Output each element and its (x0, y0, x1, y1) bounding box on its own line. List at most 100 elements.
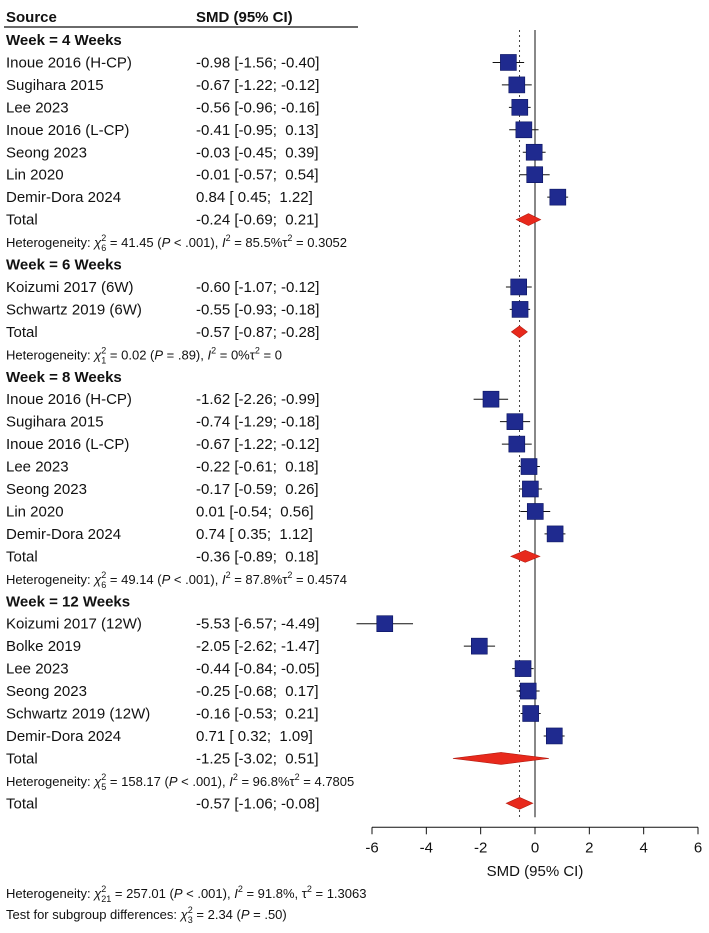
effect-square (546, 525, 564, 543)
effect-square (520, 458, 538, 475)
effect-square (511, 99, 529, 116)
study-ci-text: -0.01 [-0.57; 0.54] (196, 167, 319, 184)
study-name: Sugihara 2015 (6, 414, 104, 431)
effect-square (376, 615, 394, 633)
effect-square (515, 121, 533, 139)
study-name: Seong 2023 (6, 144, 87, 161)
effect-square (549, 188, 567, 206)
header-effect: SMD (95% CI) (196, 9, 293, 26)
overall-heterogeneity: Heterogeneity: χ2 21 = 257.01 (P < .001),… (6, 884, 366, 904)
study-name: Lee 2023 (6, 459, 69, 476)
study-name: Schwartz 2019 (12W) (6, 706, 150, 723)
subgroup-heterogeneity: Heterogeneity: χ2 6 = 41.45 (P < .001), I… (6, 233, 347, 253)
study-ci-text: 0.01 [-0.54; 0.56] (196, 503, 314, 520)
study-name: Demir-Dora 2024 (6, 526, 121, 543)
subgroup-heterogeneity: Heterogeneity: χ2 1 = 0.02 (P = .89), I2 … (6, 345, 282, 365)
header-source: Source (6, 9, 57, 26)
study-ci-text: -0.98 [-1.56; -0.40] (196, 54, 319, 71)
effect-square (525, 143, 543, 161)
group-label: Week = 4 Weeks (6, 32, 122, 49)
effect-square (526, 503, 544, 520)
subgroup-total-label: Total (6, 212, 38, 229)
study-ci-text: -0.03 [-0.45; 0.39] (196, 144, 319, 161)
study-name: Lin 2020 (6, 503, 64, 520)
study-name: Koizumi 2017 (6W) (6, 279, 134, 296)
study-name: Inoue 2016 (L-CP) (6, 122, 129, 139)
study-ci-text: -5.53 [-6.57; -4.49] (196, 616, 319, 633)
effect-square (522, 480, 539, 498)
study-ci-text: -0.67 [-1.22; -0.12] (196, 77, 319, 94)
effect-square (506, 413, 524, 430)
effect-square (510, 278, 528, 296)
subgroup-total-ci-text: -0.24 [-0.69; 0.21] (196, 212, 319, 229)
study-name: Sugihara 2015 (6, 77, 104, 94)
study-ci-text: 0.84 [ 0.45; 1.22] (196, 189, 313, 206)
study-name: Lee 2023 (6, 661, 69, 678)
subgroup-total-label: Total (6, 750, 38, 767)
study-name: Inoue 2016 (H-CP) (6, 391, 132, 408)
effect-square (519, 682, 537, 700)
group-label: Week = 12 Weeks (6, 593, 130, 610)
x-tick-label: 4 (639, 839, 647, 856)
study-ci-text: -0.55 [-0.93; -0.18] (196, 301, 319, 318)
study-ci-text: -0.17 [-0.59; 0.26] (196, 481, 319, 498)
study-name: Lin 2020 (6, 167, 64, 184)
study-ci-text: -0.56 [-0.96; -0.16] (196, 99, 319, 116)
study-name: Bolke 2019 (6, 638, 81, 655)
overall-total-ci-text: -0.57 [-1.06; -0.08] (196, 795, 319, 812)
x-tick-label: -2 (474, 839, 487, 856)
study-name: Inoue 2016 (L-CP) (6, 436, 129, 453)
subgroup-total-diamond (452, 752, 549, 765)
study-ci-text: 0.71 [ 0.32; 1.09] (196, 728, 313, 745)
effect-square (482, 390, 500, 408)
study-name: Seong 2023 (6, 683, 87, 700)
effect-square (514, 660, 532, 677)
study-name: Demir-Dora 2024 (6, 189, 121, 206)
study-name: Lee 2023 (6, 99, 69, 116)
effect-square (471, 637, 488, 655)
study-ci-text: 0.74 [ 0.35; 1.12] (196, 526, 313, 543)
study-ci-text: -2.05 [-2.62; -1.47] (196, 638, 319, 655)
study-name: Inoue 2016 (H-CP) (6, 54, 132, 71)
study-name: Seong 2023 (6, 481, 87, 498)
study-ci-text: -0.16 [-0.53; 0.21] (196, 706, 319, 723)
effect-square (526, 166, 544, 183)
subgroup-heterogeneity: Heterogeneity: χ2 5 = 158.17 (P < .001), … (6, 772, 354, 792)
effect-square (511, 301, 529, 318)
study-ci-text: -0.60 [-1.07; -0.12] (196, 279, 319, 296)
subgroup-heterogeneity: Heterogeneity: χ2 6 = 49.14 (P < .001), I… (6, 570, 347, 590)
x-tick-label: 6 (694, 839, 702, 856)
x-tick-label: -6 (365, 839, 378, 856)
overall-total-label: Total (6, 795, 38, 812)
effect-square (500, 54, 517, 71)
subgroup-total-ci-text: -0.36 [-0.89; 0.18] (196, 548, 319, 565)
study-ci-text: -0.67 [-1.22; -0.12] (196, 436, 319, 453)
study-name: Demir-Dora 2024 (6, 728, 121, 745)
group-label: Week = 8 Weeks (6, 369, 122, 386)
overall-total-diamond (505, 796, 534, 810)
subgroup-total-diamond (510, 325, 528, 339)
study-ci-text: -0.44 [-0.84; -0.05] (196, 661, 319, 678)
effect-square (508, 435, 526, 453)
subgroup-total-ci-text: -1.25 [-3.02; 0.51] (196, 750, 319, 767)
study-ci-text: -1.62 [-2.26; -0.99] (196, 391, 319, 408)
study-name: Schwartz 2019 (6W) (6, 301, 142, 318)
x-tick-label: 2 (585, 839, 593, 856)
study-name: Koizumi 2017 (12W) (6, 616, 142, 633)
group-label: Week = 6 Weeks (6, 257, 122, 274)
study-ci-text: -0.22 [-0.61; 0.18] (196, 459, 319, 476)
effect-square (522, 705, 539, 722)
study-ci-text: -0.41 [-0.95; 0.13] (196, 122, 319, 139)
study-ci-text: -0.25 [-0.68; 0.17] (196, 683, 319, 700)
subgroup-total-diamond (510, 550, 541, 563)
subgroup-total-label: Total (6, 548, 38, 565)
x-axis-title: SMD (95% CI) (487, 863, 584, 880)
effect-square (508, 76, 526, 94)
x-tick-label: -4 (420, 839, 433, 856)
subgroup-total-label: Total (6, 324, 38, 341)
effect-square (545, 727, 563, 745)
subgroup-total-ci-text: -0.57 [-0.87; -0.28] (196, 324, 319, 341)
x-tick-label: 0 (531, 839, 539, 856)
subgroup-total-diamond (515, 213, 542, 226)
